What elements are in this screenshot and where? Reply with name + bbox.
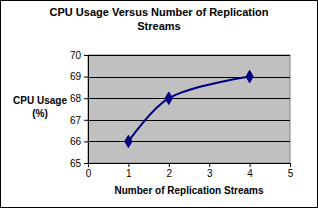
grid-line (88, 77, 290, 78)
tick-label: 4 (247, 168, 253, 179)
tick-label: 66 (70, 136, 82, 147)
y-axis: 65 66 67 68 69 70 (70, 50, 89, 169)
plot-area (88, 55, 290, 163)
tick-mark (290, 163, 291, 167)
grid-line (88, 141, 290, 142)
tick: 68 (70, 93, 88, 104)
tick: 67 (70, 115, 88, 126)
tick-label: 0 (86, 168, 92, 179)
grid (88, 56, 290, 164)
tick: 65 (70, 158, 88, 169)
marker (125, 135, 132, 147)
grid-line (88, 120, 290, 121)
tick-mark (250, 163, 251, 167)
marker (246, 70, 253, 82)
tick-mark (84, 120, 88, 121)
tick-mark (128, 163, 129, 167)
grid-line (88, 98, 290, 99)
tick: 2 (167, 163, 173, 179)
tick-label: 3 (207, 168, 213, 179)
marker (165, 92, 172, 104)
tick: 3 (207, 163, 213, 179)
tick: 0 (86, 163, 92, 179)
tick-label: 70 (70, 50, 82, 61)
tick: 5 (288, 163, 294, 179)
tick-mark (209, 163, 210, 167)
tick: 69 (70, 71, 88, 82)
tick-label: 68 (70, 93, 82, 104)
tick: 66 (70, 136, 88, 147)
chart-border (1, 1, 318, 208)
series (125, 70, 253, 147)
tick-label: 2 (167, 168, 173, 179)
tick-label: 67 (70, 115, 82, 126)
grid-line (88, 55, 290, 56)
y-axis-title: CPU Usage(%) (13, 95, 67, 119)
tick: 70 (70, 50, 88, 61)
tick: 4 (247, 163, 253, 179)
tick-label: 1 (126, 168, 132, 179)
title: CPU Usage Versus Number of ReplicationSt… (50, 6, 269, 32)
tick: 1 (126, 163, 132, 179)
tick-label: 5 (288, 168, 294, 179)
tick-mark (84, 55, 88, 56)
tick-mark (84, 141, 88, 142)
tick-label: 69 (70, 71, 82, 82)
axis-line (89, 164, 291, 168)
axis-line (84, 56, 89, 164)
x-axis: 0 1 2 3 4 5 (86, 163, 294, 179)
tick-mark (84, 77, 88, 78)
tick-mark (88, 163, 89, 167)
tick-mark (84, 98, 88, 99)
line (128, 77, 249, 142)
tick-mark (169, 163, 170, 167)
tick-label: 65 (70, 158, 82, 169)
tick-mark (84, 163, 88, 164)
chart: 65 66 67 68 69 70 0 1 2 3 4 5 CPU Usage Versus Numbe… (0, 0, 318, 208)
x-axis-title: Number of Replication Streams (115, 185, 264, 196)
